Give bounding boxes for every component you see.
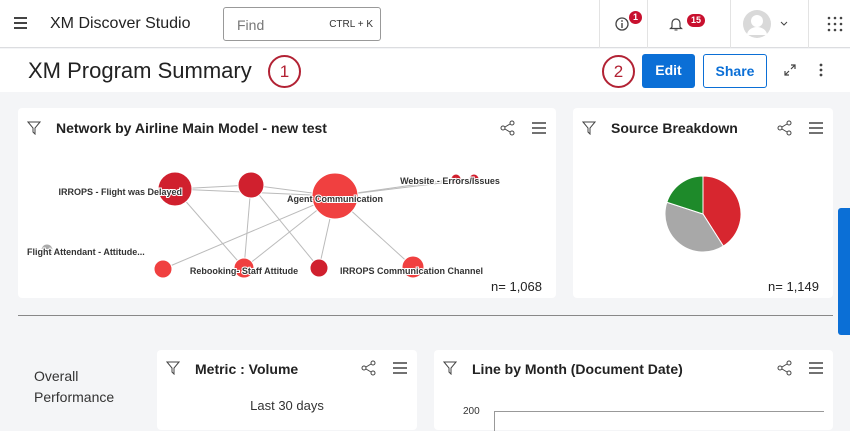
- hamburger-menu-icon[interactable]: [14, 17, 27, 32]
- network-node[interactable]: [157, 171, 193, 207]
- network-node-label: Website - Errors/Issues: [400, 176, 500, 186]
- y-axis-tick: 200: [463, 406, 480, 417]
- metric-volume-widget: Metric : Volume Last 30 days: [157, 350, 417, 430]
- bell-icon: [669, 18, 683, 31]
- pie-slice[interactable]: [666, 175, 704, 215]
- share-nodes-icon[interactable]: [777, 360, 793, 376]
- info-badge: 1: [629, 11, 643, 24]
- count-label: n= 1,149: [768, 279, 819, 294]
- filter-icon[interactable]: [443, 361, 457, 375]
- widget-title: Metric : Volume: [195, 361, 299, 377]
- notifications-badge: 15: [687, 14, 706, 27]
- search-placeholder: Find: [237, 17, 265, 33]
- network-edge: [243, 184, 252, 269]
- network-node-label: IRROPS - Flight was Delayed: [58, 187, 182, 197]
- network-edge: [162, 195, 336, 270]
- share-nodes-icon[interactable]: [777, 120, 793, 136]
- page-title: XM Program Summary: [28, 58, 252, 83]
- network-node[interactable]: [233, 257, 255, 279]
- network-node-label: IRROPS Communication Channel: [340, 266, 483, 276]
- user-menu[interactable]: [730, 0, 808, 48]
- network-node[interactable]: [237, 171, 265, 199]
- network-node[interactable]: [401, 255, 425, 279]
- share-nodes-icon[interactable]: [500, 120, 516, 136]
- network-graph: IRROPS - Flight was Delayed Agent Communi…: [26, 171, 501, 279]
- notifications-button[interactable]: 15: [647, 0, 715, 48]
- pie-chart: [664, 175, 742, 253]
- line-chart-plot-area: [494, 411, 824, 431]
- app-title: XM Discover Studio: [50, 15, 191, 32]
- expand-icon[interactable]: [783, 63, 797, 77]
- edit-button[interactable]: Edit: [642, 54, 695, 88]
- share-nodes-icon[interactable]: [361, 360, 377, 376]
- network-node-label: Agent Communication: [287, 194, 383, 204]
- widget-title: Network by Airline Main Model - new test: [56, 120, 327, 136]
- search-input[interactable]: Find CTRL + K: [223, 7, 381, 41]
- more-options-icon[interactable]: [819, 63, 823, 77]
- menu-icon[interactable]: [531, 120, 547, 136]
- menu-icon[interactable]: [392, 360, 408, 376]
- filter-icon[interactable]: [166, 361, 180, 375]
- network-node[interactable]: [40, 243, 54, 257]
- callout-marker-2: 2: [602, 55, 635, 88]
- source-breakdown-widget: Source Breakdown n= 1,149: [573, 108, 833, 298]
- side-panel-tab[interactable]: [838, 208, 850, 335]
- network-node[interactable]: [309, 258, 329, 278]
- network-node[interactable]: [311, 172, 359, 220]
- network-node[interactable]: [153, 259, 173, 279]
- pie-slice[interactable]: [664, 201, 725, 253]
- info-button[interactable]: 1: [599, 0, 647, 48]
- line-by-month-widget: Line by Month (Document Date) 200: [434, 350, 833, 431]
- top-navigation-bar: XM Discover Studio Find CTRL + K 1 15: [0, 0, 850, 48]
- filter-icon[interactable]: [582, 121, 596, 135]
- network-edge: [250, 184, 320, 269]
- search-shortcut: CTRL + K: [329, 19, 373, 30]
- metric-period: Last 30 days: [250, 398, 324, 413]
- network-node[interactable]: [450, 173, 462, 185]
- network-node-label: Flight Attendant - Attitude...: [27, 247, 145, 257]
- count-label: n= 1,068: [491, 279, 542, 294]
- grid-icon: [827, 16, 843, 32]
- section-label: Overall Performance: [34, 368, 115, 405]
- share-button[interactable]: Share: [703, 54, 767, 88]
- info-icon: [615, 17, 629, 31]
- widget-title: Source Breakdown: [611, 120, 738, 136]
- avatar: [743, 10, 771, 38]
- chevron-down-icon: [780, 21, 788, 26]
- filter-icon[interactable]: [27, 121, 41, 135]
- menu-icon[interactable]: [808, 360, 824, 376]
- network-widget: Network by Airline Main Model - new test…: [18, 108, 556, 298]
- menu-icon[interactable]: [808, 120, 824, 136]
- section-divider: [18, 315, 833, 316]
- widget-title: Line by Month (Document Date): [472, 361, 683, 377]
- app-launcher-button[interactable]: [808, 0, 850, 48]
- network-node[interactable]: [468, 173, 480, 185]
- callout-marker-1: 1: [268, 55, 301, 88]
- network-node-label: Rebooking- Staff Attitude: [190, 266, 298, 276]
- dashboard-header: XM Program Summary 1 2 Edit Share: [0, 49, 850, 92]
